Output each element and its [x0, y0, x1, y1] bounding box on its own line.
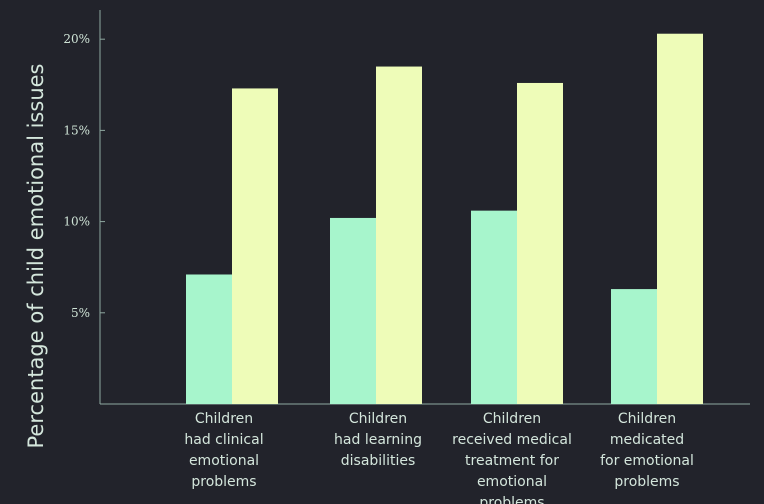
- x-category-label-line: emotional: [477, 474, 547, 490]
- bar-series2-category1: [232, 88, 278, 405]
- x-category-label: Children received medical treatment for emo…: [452, 411, 572, 504]
- y-tick-label: 20%: [63, 32, 90, 46]
- x-category-label-line: medicated: [610, 432, 684, 448]
- x-category-label-line: Children: [618, 411, 676, 427]
- x-category-label-line: treatment for: [465, 453, 559, 469]
- x-category-label-line: Children: [349, 411, 407, 427]
- x-category-label-line: problems: [191, 474, 256, 490]
- x-category-label-line: received medical: [452, 432, 572, 448]
- bar-series1-category1: [186, 274, 232, 404]
- x-category-label-line: had clinical: [184, 432, 263, 448]
- bar-series2-category4: [657, 33, 703, 405]
- x-category-label-line: emotional: [189, 453, 259, 469]
- x-category-label-line: disabilities: [341, 453, 416, 469]
- bar-series1-category4: [611, 289, 657, 404]
- x-category-label-line: Children: [483, 411, 541, 427]
- y-tick-label: 5%: [71, 306, 90, 320]
- y-tick-label: 10%: [63, 215, 90, 229]
- x-category-label: Children had learning disabilities: [334, 411, 422, 469]
- x-category-label: Children medicated for emotional problems: [600, 411, 694, 490]
- bar-series1-category2: [330, 217, 376, 404]
- x-category-label-line: Children: [195, 411, 253, 427]
- y-axis-label: Percentage of child emotional issues: [24, 64, 48, 449]
- x-category-label-line: problems: [614, 474, 679, 490]
- bar-series1-category3: [471, 210, 517, 404]
- x-category-label: Children had clinical emotional problems: [184, 411, 263, 490]
- bar-series2-category3: [517, 82, 563, 405]
- x-category-label-line: problems: [479, 495, 544, 504]
- x-category-label-line: for emotional: [600, 453, 694, 469]
- bar-series2-category2: [376, 66, 422, 404]
- x-category-label-line: had learning: [334, 432, 422, 448]
- y-tick-label: 15%: [63, 123, 90, 137]
